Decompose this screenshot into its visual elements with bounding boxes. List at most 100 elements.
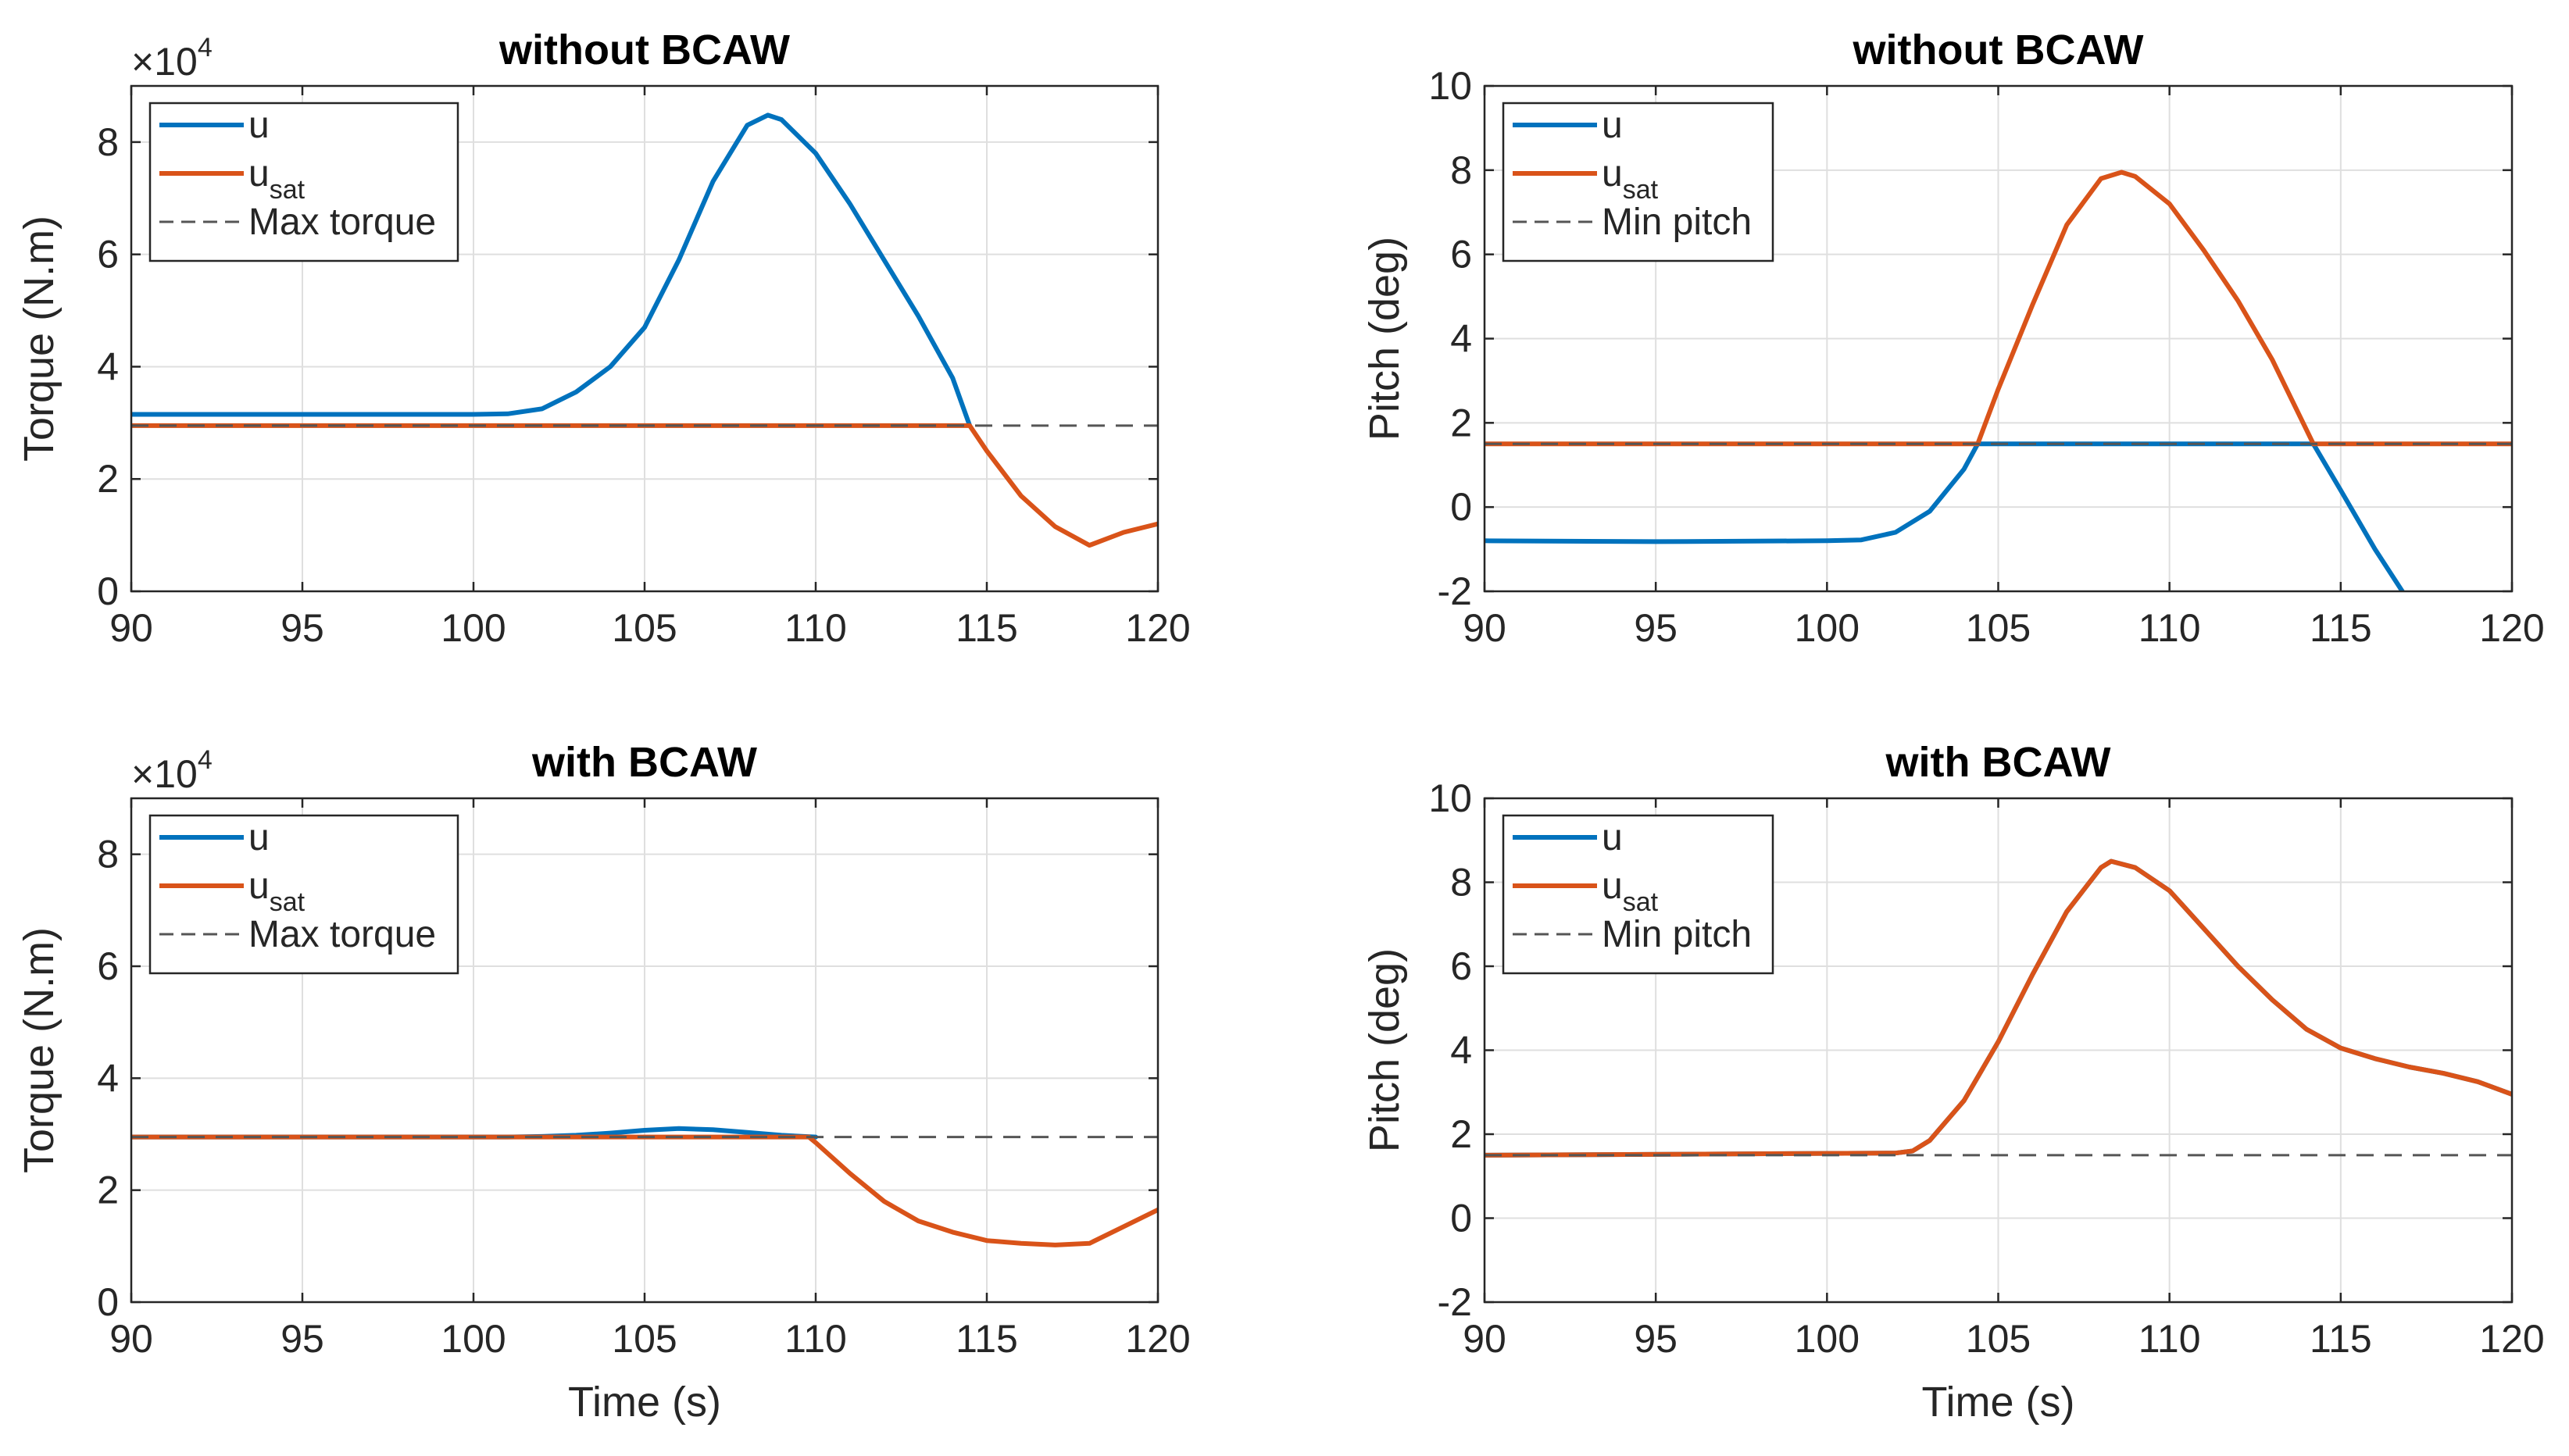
x-tick-label: 105 — [1966, 606, 2031, 650]
series-u-sat-line — [1485, 858, 2512, 1158]
x-tick-label: 100 — [1795, 1317, 1860, 1361]
y-tick-label: 8 — [1450, 148, 1472, 192]
legend-label: u — [248, 817, 270, 858]
legend-label-main: Min pitch — [1602, 914, 1752, 955]
y-tick-label: 2 — [97, 1169, 119, 1212]
x-tick-label: 90 — [1463, 606, 1506, 650]
legend-label-sub: sat — [1623, 887, 1659, 917]
legend-label-main: u — [1602, 817, 1623, 858]
legend-label-main: u — [1602, 865, 1623, 907]
legend-label-main: Max torque — [248, 914, 436, 955]
x-axis-label: Time (s) — [568, 1379, 721, 1426]
legend-label-sub: sat — [1623, 175, 1659, 205]
x-tick-label: 120 — [1125, 1317, 1190, 1361]
y-tick-label: 0 — [1450, 485, 1472, 529]
subplot-title: without BCAW — [498, 27, 790, 73]
y-tick-label: 10 — [1428, 776, 1472, 820]
y-tick-label: 8 — [97, 120, 119, 164]
y-tick-label: 2 — [1450, 1112, 1472, 1156]
x-tick-label: 100 — [441, 606, 506, 650]
x-tick-label: 110 — [2138, 1317, 2201, 1361]
series-u-sat-line — [131, 423, 1158, 548]
x-tick-label: 105 — [1966, 1317, 2031, 1361]
exponent-power: 4 — [198, 745, 213, 775]
subplot-tl: 90 95 100 105 110 115 120 0 2 4 6 8 without BCAW Torq… — [16, 27, 1191, 650]
y-tick-label: 2 — [97, 457, 119, 501]
legend-label-main: Max torque — [248, 202, 436, 243]
legend-label-main: Min pitch — [1602, 202, 1752, 243]
x-tick-label: 95 — [1634, 1317, 1678, 1361]
legend-label: u — [1602, 817, 1623, 858]
x-tick-label: 115 — [2310, 606, 2372, 650]
x-tick-label: 105 — [612, 606, 677, 650]
exponent-base: ×10 — [131, 40, 198, 84]
y-tick-label: 4 — [1450, 317, 1472, 361]
legend-label: usat — [248, 153, 305, 205]
y-tick-label: 6 — [97, 944, 119, 988]
legend-label: usat — [248, 865, 305, 917]
y-tick-label: 0 — [97, 1280, 119, 1324]
x-tick-label: 110 — [2138, 606, 2201, 650]
legend-label-sub: sat — [270, 887, 305, 917]
y-tick-label: 8 — [97, 833, 119, 876]
y-tick-label: 4 — [97, 1056, 119, 1100]
legend-label-sub: sat — [270, 175, 305, 205]
subplot-title: with BCAW — [531, 739, 757, 786]
legend-label-main: u — [248, 153, 270, 194]
y-tick-label: 6 — [1450, 233, 1472, 277]
x-tick-label: 115 — [956, 1317, 1018, 1361]
legend-label-main: u — [1602, 153, 1623, 194]
y-tick-label: 6 — [97, 233, 119, 277]
x-tick-label: 120 — [1125, 606, 1190, 650]
subplot-title: with BCAW — [1885, 739, 2111, 786]
legend-label-main: u — [248, 105, 270, 146]
y-tick-label: 10 — [1428, 64, 1472, 108]
subplot-tr: 90 95 100 105 110 115 120 -2 0 2 4 6 8 10 without BCAW… — [1361, 27, 2545, 650]
series-u-sat-line — [131, 1134, 1158, 1247]
exponent-power: 4 — [198, 33, 213, 62]
series-u-line — [131, 112, 973, 428]
y-axis-exponent: ×104 — [131, 745, 213, 796]
x-tick-label: 115 — [2310, 1317, 2372, 1361]
subplot-title: without BCAW — [1853, 27, 2144, 73]
subplot-br: 90 95 100 105 110 115 120 -2 0 2 4 6 8 10 with BCAW Pit… — [1361, 739, 2545, 1426]
y-tick-label: 4 — [97, 344, 119, 388]
x-tick-label: 120 — [2479, 606, 2544, 650]
x-tick-label: 110 — [784, 606, 847, 650]
y-tick-label: -2 — [1438, 569, 1472, 613]
x-tick-label: 110 — [784, 1317, 847, 1361]
x-tick-label: 90 — [109, 1317, 153, 1361]
y-axis-exponent: ×104 — [131, 33, 213, 84]
legend-box — [148, 102, 459, 262]
legend-label: usat — [1602, 153, 1659, 205]
y-axis-label: Pitch (deg) — [1361, 948, 1408, 1152]
y-axis-label: Torque (N.m) — [16, 927, 63, 1173]
legend-label-main: u — [1602, 105, 1623, 146]
x-tick-label: 100 — [441, 1317, 506, 1361]
legend-label: usat — [1602, 865, 1659, 917]
x-tick-label: 115 — [956, 606, 1018, 650]
y-tick-label: 0 — [97, 569, 119, 613]
x-axis-label: Time (s) — [1922, 1379, 2075, 1426]
legend-label: u — [248, 105, 270, 146]
exponent-base: ×10 — [131, 752, 198, 796]
x-tick-label: 105 — [612, 1317, 677, 1361]
series-u-sat-line — [1485, 170, 2512, 447]
x-tick-label: 90 — [109, 606, 153, 650]
y-tick-label: 4 — [1450, 1029, 1472, 1072]
legend-box — [148, 814, 459, 975]
legend-box — [1502, 814, 1774, 975]
y-tick-label: 0 — [1450, 1197, 1472, 1240]
y-tick-label: 8 — [1450, 861, 1472, 905]
legend-label: u — [1602, 105, 1623, 146]
y-axis-label: Pitch (deg) — [1361, 237, 1408, 441]
y-tick-label: -2 — [1438, 1280, 1472, 1324]
legend-label: Min pitch — [1602, 914, 1752, 955]
y-tick-label: 6 — [1450, 944, 1472, 988]
x-tick-label: 95 — [280, 1317, 324, 1361]
subplot-bl: 90 95 100 105 110 115 120 0 2 4 6 8 with BCAW Torque … — [16, 739, 1191, 1426]
legend-label: Min pitch — [1602, 202, 1752, 243]
